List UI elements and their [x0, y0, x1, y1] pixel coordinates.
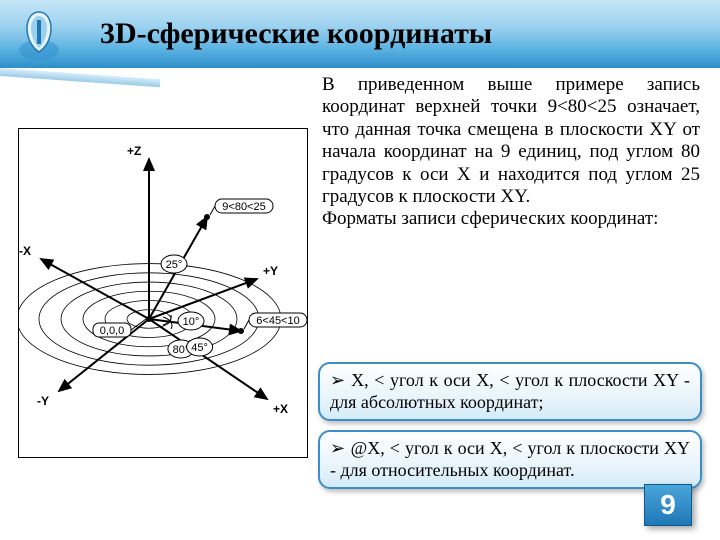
svg-text:-Y: -Y: [37, 394, 49, 408]
page-title: 3D-сферические координаты: [100, 17, 492, 51]
svg-text:9<80<25: 9<80<25: [222, 201, 265, 213]
body-paragraph: В приведенном выше примере запись коорди…: [322, 74, 700, 231]
header-band: 3D-сферические координаты: [0, 0, 720, 68]
svg-text:+Y: +Y: [263, 264, 278, 278]
svg-text:45°: 45°: [191, 342, 208, 354]
svg-text:-X: -X: [19, 244, 31, 258]
paragraph-text: В приведенном выше примере запись коорди…: [322, 74, 700, 207]
bullet-arrow-icon: ➢: [330, 370, 351, 390]
spherical-diagram: +X-X+Y-Y+Z0,0,09<80<2525°80°6<45<1010°45…: [18, 128, 308, 458]
svg-text:0,0,0: 0,0,0: [100, 325, 124, 337]
logo: [14, 0, 64, 68]
svg-text:+X: +X: [273, 402, 288, 416]
svg-text:25°: 25°: [166, 259, 183, 271]
svg-text:6<45<10: 6<45<10: [256, 315, 299, 327]
bullet-arrow-icon: ➢: [330, 438, 351, 458]
svg-text:10°: 10°: [183, 316, 200, 328]
callout-2: ➢ @X, < угол к оси X, < угол к плоскости…: [318, 430, 702, 489]
paragraph2-text: Форматы записи сферических координат:: [322, 208, 658, 229]
content-area: +X-X+Y-Y+Z0,0,09<80<2525°80°6<45<1010°45…: [0, 68, 720, 540]
callout-text: X, < угол к оси X, < угол к плоскости XY…: [330, 370, 690, 412]
callout-1: ➢ X, < угол к оси X, < угол к плоскости …: [318, 362, 702, 421]
page-number: 9: [660, 489, 676, 521]
decorative-diagonal: [0, 68, 160, 87]
svg-text:+Z: +Z: [127, 144, 141, 158]
callout-text: @X, < угол к оси X, < угол к плоскости X…: [330, 438, 690, 480]
page-number-badge: 9: [644, 484, 692, 526]
